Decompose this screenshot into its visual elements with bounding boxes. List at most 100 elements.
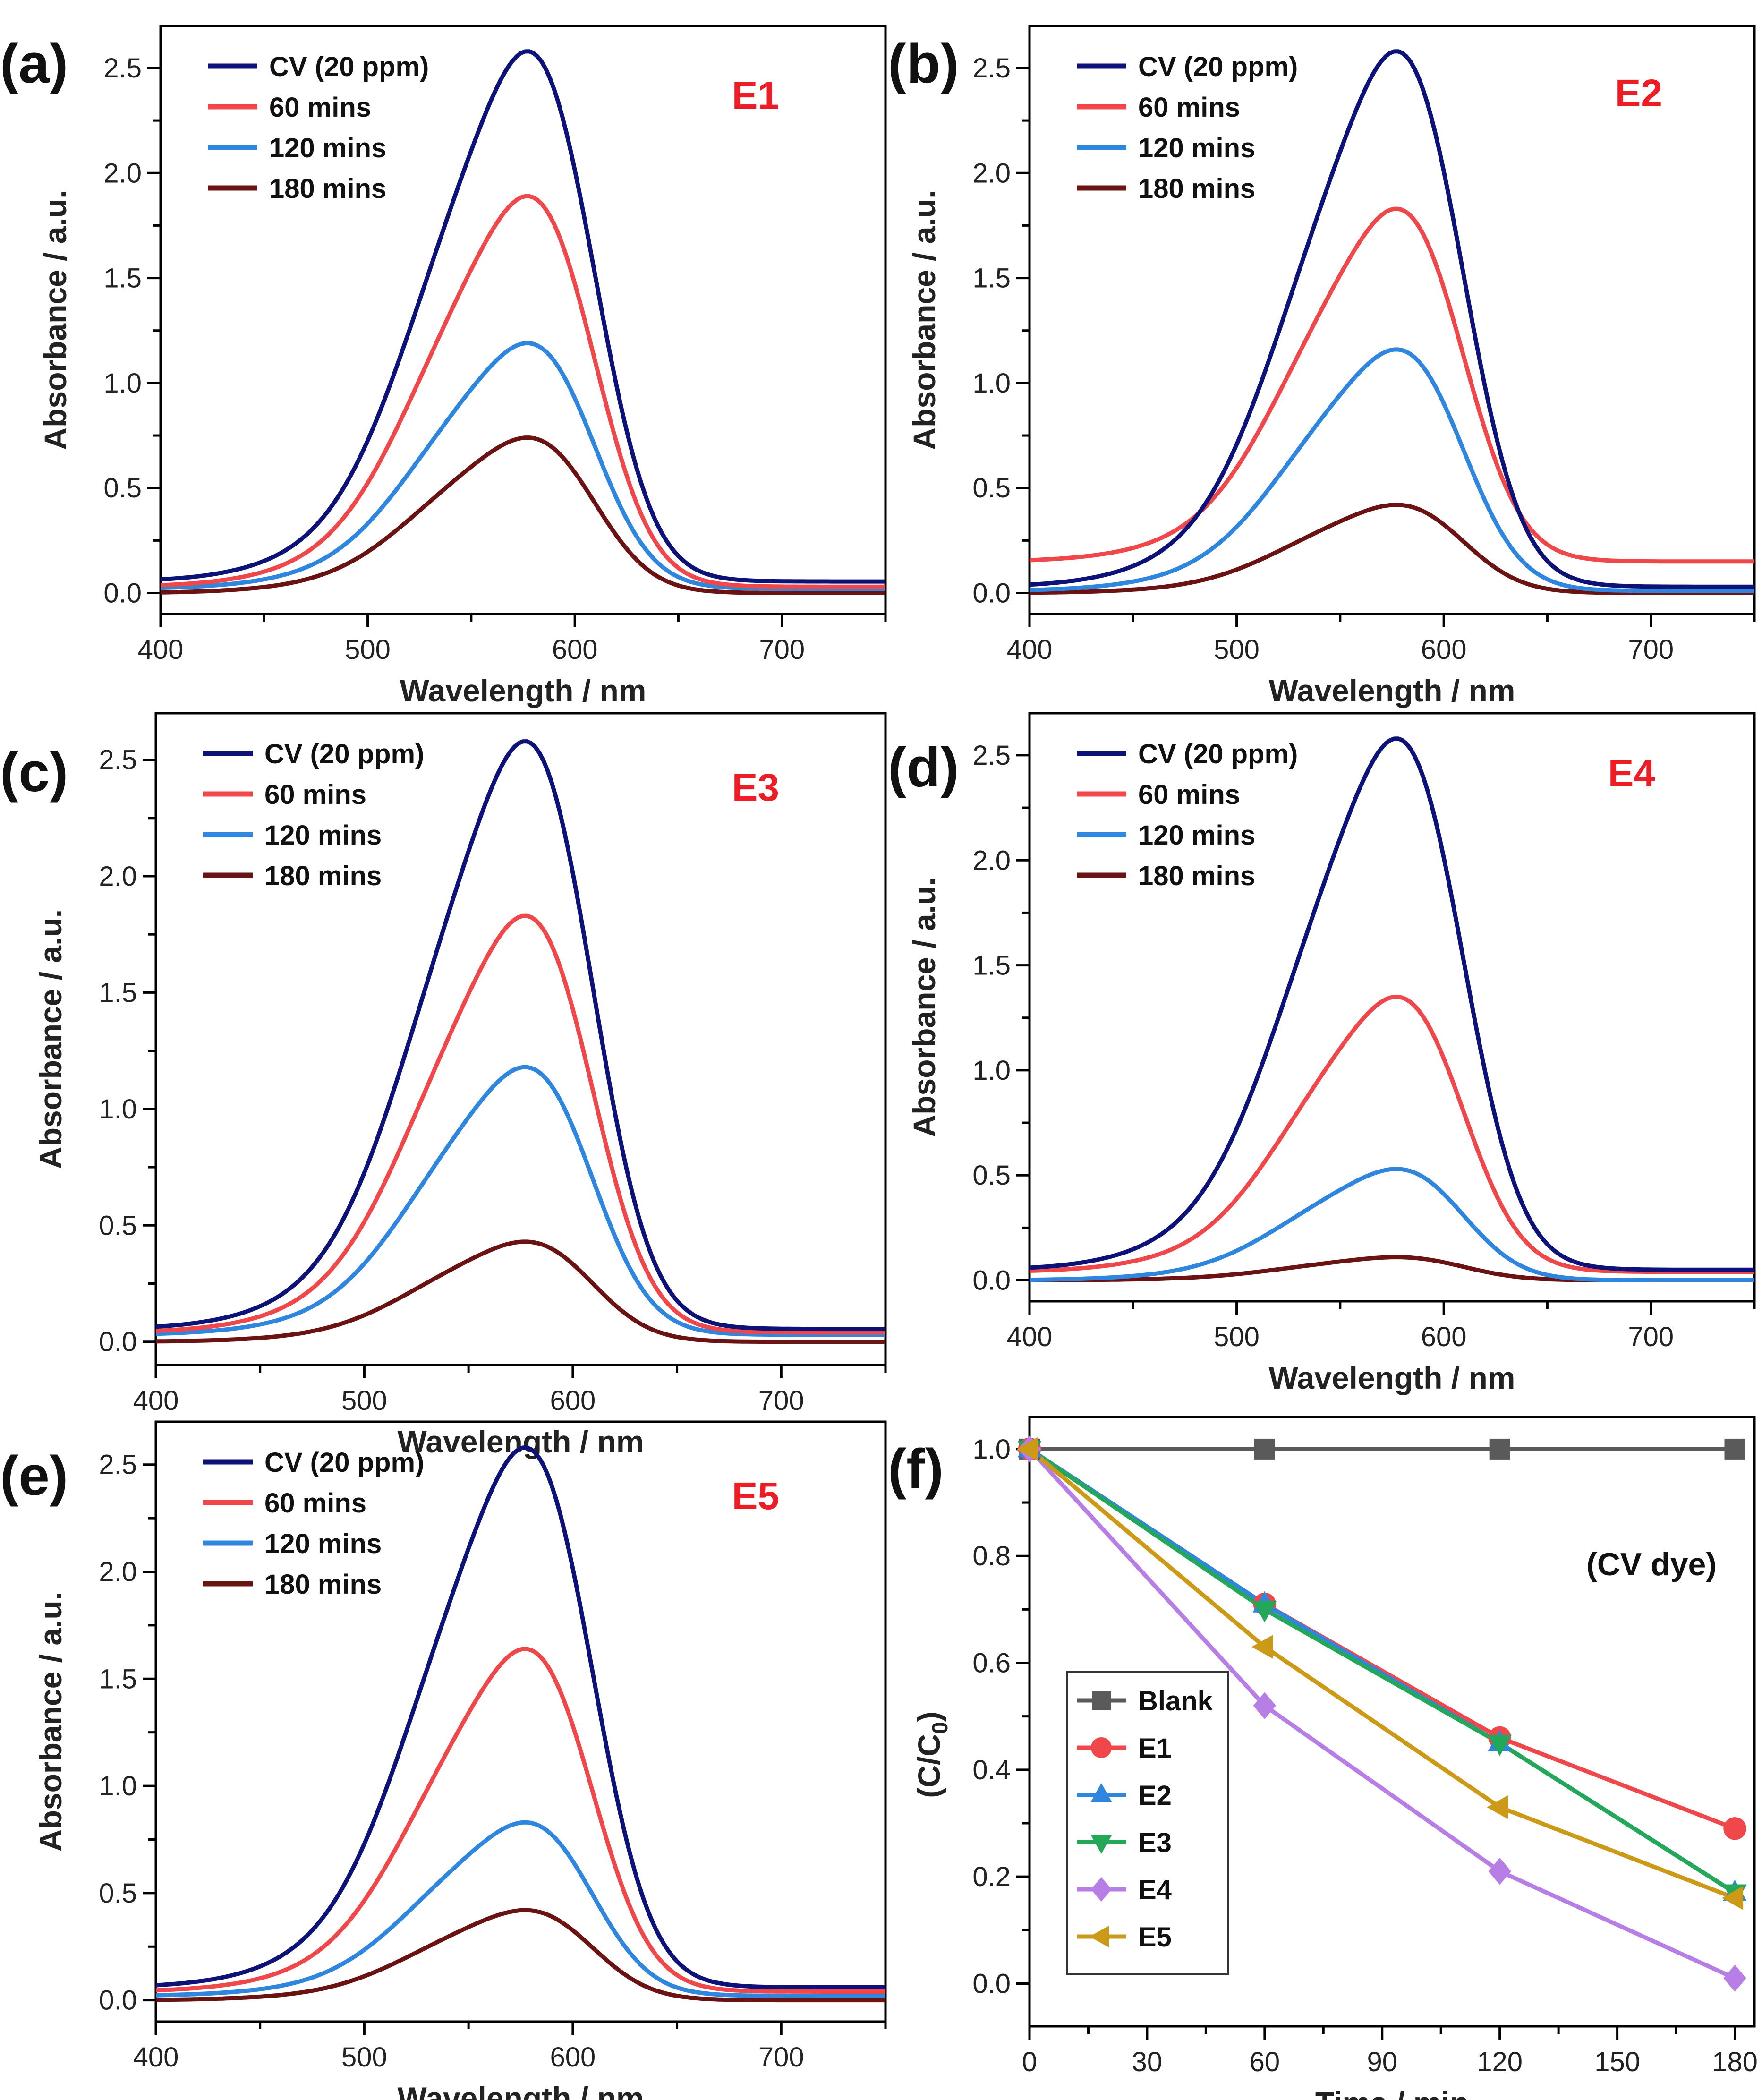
panel-letter: (d) bbox=[888, 736, 959, 799]
data-point bbox=[1091, 1737, 1112, 1758]
data-point bbox=[1091, 1877, 1112, 1902]
legend-label: 120 mins bbox=[264, 1528, 382, 1559]
data-point bbox=[1724, 1438, 1745, 1460]
series-line bbox=[1029, 736, 1754, 1272]
series-line bbox=[155, 1445, 885, 1989]
series-line bbox=[1028, 1447, 1736, 1980]
y-axis-title: Absorbance / a.u. bbox=[33, 909, 68, 1169]
plot-frame bbox=[154, 1420, 887, 2023]
chart-panel-e5: 400 500 600 700 0.0 0.5 1.0 1.5 2.0 2.5 Wavelength… bbox=[0, 1420, 887, 2100]
x-tick-label: 500 bbox=[1214, 1322, 1260, 1352]
x-tick-label: 600 bbox=[1421, 1322, 1467, 1352]
series-line bbox=[1029, 206, 1754, 564]
x-axis-title: Wavelength / nm bbox=[398, 1424, 644, 1459]
data-point bbox=[1489, 1438, 1510, 1460]
y-tick-label: 1.0 bbox=[99, 1094, 137, 1125]
x-tick-label: 0 bbox=[1022, 2047, 1037, 2077]
x-tick-label: 700 bbox=[758, 2042, 804, 2073]
y-tick-label: 1.5 bbox=[972, 263, 1011, 294]
legend-label: E4 bbox=[1138, 1875, 1172, 1905]
legend-label: 60 mins bbox=[264, 1488, 366, 1519]
legend-box bbox=[1066, 1671, 1229, 1975]
x-tick-label: 600 bbox=[550, 2042, 596, 2073]
y-tick-label: 2.0 bbox=[99, 861, 137, 892]
y-tick-label: 1.5 bbox=[99, 977, 137, 1008]
y-tick-label: 0.6 bbox=[972, 1648, 1011, 1679]
legend-label: Blank bbox=[1138, 1686, 1213, 1716]
series-line bbox=[160, 49, 885, 584]
legend-label: 180 mins bbox=[1138, 173, 1255, 204]
x-tick-label: 500 bbox=[345, 634, 391, 665]
x-tick-label: 400 bbox=[138, 634, 184, 665]
series-line bbox=[160, 341, 885, 591]
y-tick-label: 2.5 bbox=[972, 53, 1011, 84]
x-tick-label: 700 bbox=[1628, 634, 1674, 665]
data-point bbox=[1723, 1964, 1746, 1992]
x-tick-label: 150 bbox=[1594, 2047, 1640, 2077]
series-line bbox=[1029, 995, 1754, 1274]
panel-letter: (e) bbox=[0, 1445, 68, 1507]
x-tick-label: 600 bbox=[1421, 634, 1467, 665]
data-point bbox=[1090, 1835, 1112, 1854]
y-axis-title: Absorbance / a.u. bbox=[907, 877, 942, 1137]
legend-label: CV (20 ppm) bbox=[269, 51, 429, 82]
y-tick-label: 0.5 bbox=[99, 1878, 137, 1909]
legend-label: 60 mins bbox=[264, 779, 366, 810]
series-line bbox=[1028, 1447, 1736, 1895]
chart-panel-e3: 400 500 600 700 0.0 0.5 1.0 1.5 2.0 2.5 Wavelength… bbox=[0, 712, 887, 1459]
panel-letter: (c) bbox=[0, 741, 68, 803]
y-tick-label: 0.4 bbox=[972, 1755, 1011, 1785]
chart-panel-e4: 400 500 600 700 0.0 0.5 1.0 1.5 2.0 2.5 Wavelength… bbox=[888, 712, 1756, 1395]
y-tick-label: 0.0 bbox=[99, 1985, 137, 2016]
series-line bbox=[155, 913, 885, 1335]
x-tick-label: 60 bbox=[1250, 2047, 1280, 2077]
series-line bbox=[155, 1065, 885, 1337]
y-tick-label: 0.0 bbox=[103, 578, 142, 609]
x-tick-label: 400 bbox=[1007, 1322, 1053, 1352]
data-point bbox=[1722, 1886, 1744, 1910]
y-axis-title: Absorbance / a.u. bbox=[33, 1592, 68, 1852]
legend-label: 180 mins bbox=[1138, 861, 1255, 891]
y-tick-label: 0.8 bbox=[972, 1541, 1011, 1571]
x-tick-label: 400 bbox=[133, 1385, 179, 1416]
y-tick-label: 2.5 bbox=[99, 1450, 137, 1480]
series-line bbox=[155, 1908, 885, 2003]
legend-label: 60 mins bbox=[1138, 779, 1240, 810]
y-tick-label: 0.0 bbox=[99, 1327, 137, 1357]
sample-tag: E3 bbox=[732, 766, 779, 809]
x-tick-label: 400 bbox=[1007, 634, 1053, 665]
x-axis-title: Wavelength / nm bbox=[1269, 673, 1515, 708]
sample-tag: E1 bbox=[732, 74, 779, 117]
legend-label: 60 mins bbox=[1138, 92, 1240, 123]
y-axis-title: Absorbance / a.u. bbox=[38, 190, 73, 450]
series-line bbox=[160, 435, 885, 595]
data-point bbox=[1254, 1438, 1275, 1460]
panel-letter: (a) bbox=[0, 33, 68, 95]
y-tick-label: 0.5 bbox=[972, 1160, 1011, 1191]
series-line bbox=[155, 1239, 885, 1344]
legend-label: 120 mins bbox=[269, 133, 386, 163]
series-line bbox=[160, 194, 885, 589]
x-tick-label: 400 bbox=[133, 2042, 179, 2073]
legend-label: E3 bbox=[1138, 1827, 1172, 1858]
x-tick-label: 120 bbox=[1477, 2047, 1523, 2077]
series-line bbox=[1028, 1447, 1736, 1900]
data-point bbox=[1252, 1601, 1277, 1622]
legend-label: 180 mins bbox=[264, 1569, 382, 1600]
y-tick-label: 2.0 bbox=[972, 845, 1011, 876]
series-line bbox=[155, 739, 885, 1332]
legend-label: CV (20 ppm) bbox=[264, 1447, 424, 1478]
legend-label: E2 bbox=[1138, 1780, 1172, 1811]
y-tick-label: 2.5 bbox=[103, 53, 142, 84]
y-tick-label: 0.5 bbox=[972, 473, 1011, 504]
data-point bbox=[1253, 1692, 1276, 1719]
plot-frame bbox=[1028, 1416, 1756, 2028]
chart-panel-e1: 400 500 600 700 0.0 0.5 1.0 1.5 2.0 2.5 Wavelength… bbox=[0, 25, 887, 708]
panel-letter: (b) bbox=[888, 33, 959, 95]
chart-panel-e2: 400 500 600 700 0.0 0.5 1.0 1.5 2.0 2.5 Wavelength… bbox=[888, 25, 1756, 708]
x-tick-label: 600 bbox=[552, 634, 598, 665]
data-point bbox=[1488, 1734, 1512, 1756]
x-tick-label: 700 bbox=[758, 1385, 804, 1416]
data-point bbox=[1488, 1858, 1511, 1885]
